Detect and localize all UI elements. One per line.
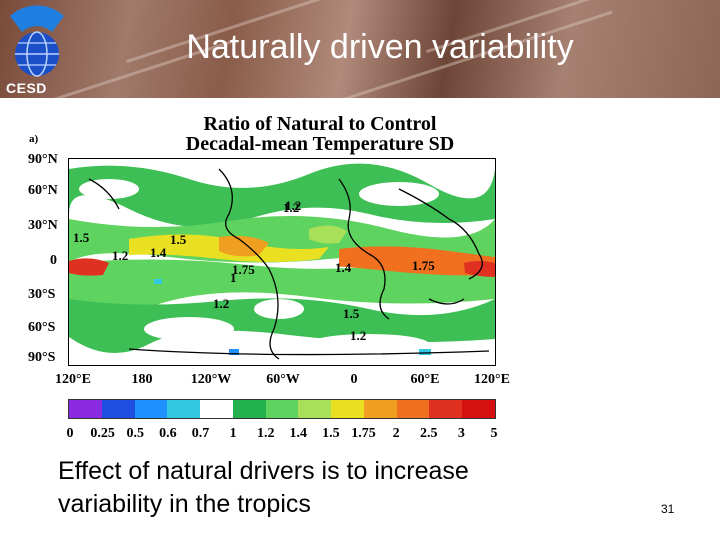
contour-label: 1.75: [412, 258, 435, 273]
colorbar-segment: [396, 400, 430, 418]
colorbar-label: 0.25: [90, 426, 115, 441]
contour-label: 1.2: [350, 328, 367, 343]
lat-label: 0: [50, 253, 57, 268]
contour-label: 1.4: [335, 260, 352, 275]
lat-label: 30°S: [28, 287, 56, 302]
colorbar-segment: [298, 400, 332, 418]
lat-label: 90°S: [28, 350, 56, 365]
lon-label: 120°E: [55, 372, 91, 387]
lat-label: 60°N: [28, 183, 58, 198]
colorbar-label: 0: [66, 426, 74, 441]
figure-title-line1: Ratio of Natural to Control: [203, 113, 437, 135]
colorbar-label: 0.5: [126, 426, 144, 441]
contour-label: 1.2: [213, 296, 230, 311]
panel-label: a): [29, 133, 39, 145]
header-banner: CESD Naturally driven variability: [0, 0, 720, 98]
contour-label: 1: [230, 270, 237, 285]
slide-caption: Effect of natural drivers is to increase…: [58, 455, 538, 521]
temperature-ratio-map: [68, 158, 496, 366]
contour-label: 1.2: [285, 198, 302, 213]
contour-label: 1.5: [170, 232, 187, 247]
colorbar-label: 1.4: [289, 426, 308, 441]
colorbar-segment: [232, 400, 266, 418]
contour-label: 1.4: [150, 245, 167, 260]
colorbar-segment: [167, 400, 201, 418]
lat-label: 90°N: [28, 152, 58, 167]
lon-label: 120°E: [474, 372, 510, 387]
lon-label: 60°W: [266, 372, 300, 387]
colorbar-segment: [363, 400, 397, 418]
lon-label: 120°W: [190, 372, 232, 387]
colorbar-label: 3: [457, 426, 465, 441]
lat-label: 60°S: [28, 320, 56, 335]
contour-label: 1.2: [112, 248, 129, 263]
colorbar-segment: [134, 400, 168, 418]
colorbar-segment: [265, 400, 299, 418]
caption-line: Effect of natural drivers is to increase: [58, 457, 469, 485]
colorbar-label: 2.5: [420, 426, 438, 441]
contour-label: 1.2: [283, 200, 300, 215]
logo-text: CESD: [6, 80, 47, 96]
contour-label: 1.75: [232, 262, 255, 277]
colorbar-label: 2: [392, 426, 400, 441]
figure-title-line2: Decadal-mean Temperature SD: [185, 133, 455, 155]
lat-label: 30°N: [28, 218, 58, 233]
colorbar-label: 0.7: [191, 426, 210, 441]
map-svg: [69, 159, 495, 365]
colorbar: [68, 399, 496, 419]
colorbar-label: 1.2: [256, 426, 275, 441]
caption-line: variability in the tropics: [58, 490, 311, 518]
colorbar-label: 5: [490, 426, 498, 441]
lon-label: 0: [350, 372, 358, 387]
colorbar-segment: [101, 400, 135, 418]
colorbar-segment: [69, 400, 102, 418]
colorbar-segment: [200, 400, 233, 418]
colorbar-segment: [462, 400, 495, 418]
cesd-logo-icon: [10, 5, 64, 77]
lon-label: 60°E: [410, 372, 440, 387]
contour-label: 1.5: [73, 230, 90, 245]
colorbar-label: 1.5: [322, 426, 340, 441]
colorbar-label: 1: [229, 426, 237, 441]
lon-label: 180: [131, 372, 153, 387]
colorbar-label: 1.75: [351, 426, 376, 441]
colorbar-label: 0.6: [159, 426, 177, 441]
page-number: 31: [661, 502, 675, 516]
colorbar-segment: [429, 400, 463, 418]
contour-label: 1.5: [343, 306, 360, 321]
slide-title: Naturally driven variability: [186, 28, 574, 66]
colorbar-segment: [331, 400, 364, 418]
